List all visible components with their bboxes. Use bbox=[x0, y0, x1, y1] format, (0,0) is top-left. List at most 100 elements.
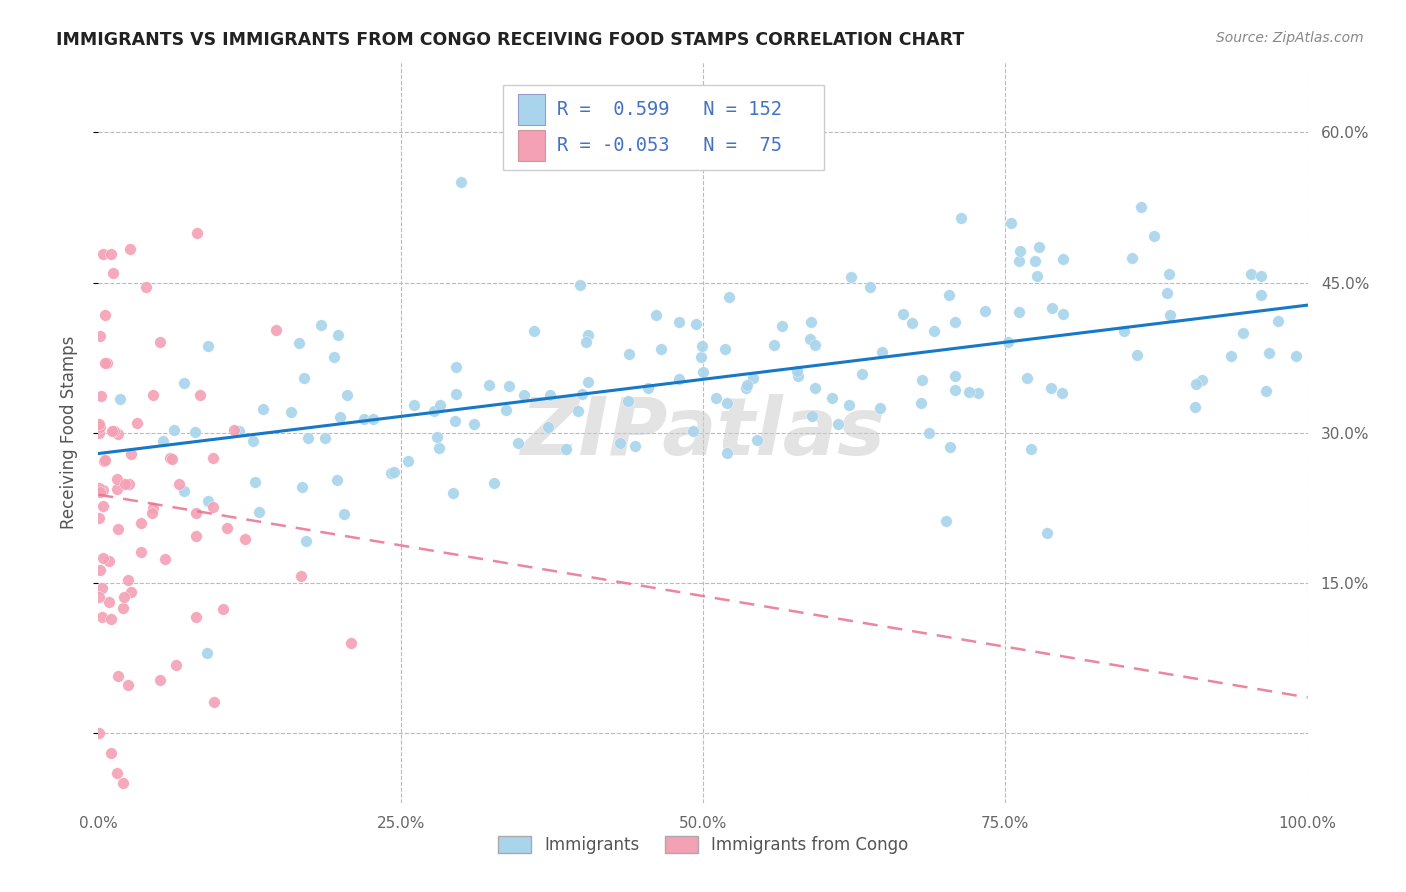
Point bbox=[224, 423, 246, 437]
Point bbox=[1052, 307, 1074, 321]
Point bbox=[997, 334, 1019, 349]
Point bbox=[107, 669, 129, 683]
Point bbox=[90, 581, 112, 595]
Point bbox=[336, 387, 359, 401]
Point bbox=[153, 552, 176, 566]
Point bbox=[787, 369, 810, 384]
Point bbox=[243, 475, 266, 490]
Point bbox=[361, 412, 384, 426]
Point bbox=[859, 280, 882, 294]
Point bbox=[91, 499, 114, 513]
Point bbox=[513, 388, 536, 402]
Point bbox=[93, 483, 115, 497]
Point bbox=[938, 287, 960, 301]
Point bbox=[87, 417, 110, 431]
Point bbox=[1052, 252, 1074, 267]
Point bbox=[1028, 240, 1050, 254]
Point bbox=[922, 324, 945, 338]
Point bbox=[100, 746, 122, 760]
Text: IMMIGRANTS VS IMMIGRANTS FROM CONGO RECEIVING FOOD STAMPS CORRELATION CHART: IMMIGRANTS VS IMMIGRANTS FROM CONGO RECE… bbox=[56, 31, 965, 49]
Point bbox=[569, 278, 592, 293]
Point bbox=[668, 315, 690, 329]
Point bbox=[704, 391, 727, 405]
Point bbox=[1008, 305, 1031, 319]
Point bbox=[290, 569, 312, 583]
Point bbox=[891, 307, 914, 321]
Point bbox=[495, 403, 517, 417]
Point bbox=[1159, 267, 1181, 281]
Point bbox=[943, 369, 966, 384]
Point bbox=[770, 319, 793, 334]
Point bbox=[89, 329, 111, 343]
Point bbox=[183, 425, 205, 439]
Point bbox=[943, 315, 966, 329]
Point bbox=[163, 423, 186, 437]
Point bbox=[967, 386, 990, 401]
Point bbox=[100, 612, 122, 626]
Point bbox=[152, 434, 174, 448]
Point bbox=[201, 500, 224, 515]
Point bbox=[117, 573, 139, 587]
Point bbox=[291, 480, 314, 494]
Point bbox=[1220, 349, 1243, 363]
Point bbox=[716, 445, 738, 459]
Point bbox=[1184, 400, 1206, 414]
Point bbox=[184, 609, 207, 624]
Point bbox=[111, 600, 134, 615]
Point bbox=[294, 533, 316, 548]
Point bbox=[426, 430, 449, 444]
Point bbox=[186, 528, 208, 542]
Point bbox=[107, 522, 129, 536]
Point bbox=[617, 393, 640, 408]
Point bbox=[112, 590, 135, 604]
Point bbox=[1026, 269, 1049, 284]
Point bbox=[117, 678, 139, 692]
Point bbox=[382, 465, 405, 479]
Point bbox=[1121, 251, 1143, 265]
Point bbox=[827, 417, 849, 431]
Point bbox=[713, 342, 735, 356]
Point bbox=[326, 328, 349, 343]
Text: ZIPatlas: ZIPatlas bbox=[520, 393, 886, 472]
Point bbox=[804, 380, 827, 394]
Point bbox=[280, 405, 302, 419]
Point bbox=[444, 359, 467, 374]
Point bbox=[523, 324, 546, 338]
Point bbox=[800, 409, 823, 424]
Point bbox=[188, 388, 211, 402]
Point bbox=[101, 266, 124, 280]
Point bbox=[938, 440, 960, 454]
Point bbox=[1010, 244, 1032, 258]
Point bbox=[1185, 376, 1208, 391]
Point bbox=[404, 398, 426, 412]
Point bbox=[429, 398, 451, 412]
Point bbox=[118, 476, 141, 491]
Point bbox=[624, 439, 647, 453]
Point bbox=[120, 447, 142, 461]
Point bbox=[786, 364, 808, 378]
Point bbox=[478, 378, 501, 392]
Point bbox=[637, 381, 659, 395]
Text: R =  0.599   N = 152: R = 0.599 N = 152 bbox=[557, 100, 782, 120]
Point bbox=[974, 304, 997, 318]
Point bbox=[129, 545, 152, 559]
Point bbox=[1015, 371, 1038, 385]
Point bbox=[576, 327, 599, 342]
Point bbox=[184, 506, 207, 520]
Point bbox=[441, 486, 464, 500]
Point bbox=[1024, 253, 1046, 268]
Point bbox=[804, 337, 827, 351]
Point bbox=[838, 398, 860, 412]
Point bbox=[107, 427, 129, 442]
Point bbox=[482, 476, 505, 491]
Point bbox=[96, 356, 118, 370]
Point bbox=[422, 404, 444, 418]
Point bbox=[87, 511, 110, 525]
Y-axis label: Receiving Food Stamps: Receiving Food Stamps bbox=[59, 336, 77, 529]
Point bbox=[87, 481, 110, 495]
Point bbox=[353, 412, 375, 426]
Point bbox=[463, 417, 485, 431]
Point bbox=[292, 371, 315, 385]
Point bbox=[100, 247, 122, 261]
Point bbox=[322, 350, 344, 364]
